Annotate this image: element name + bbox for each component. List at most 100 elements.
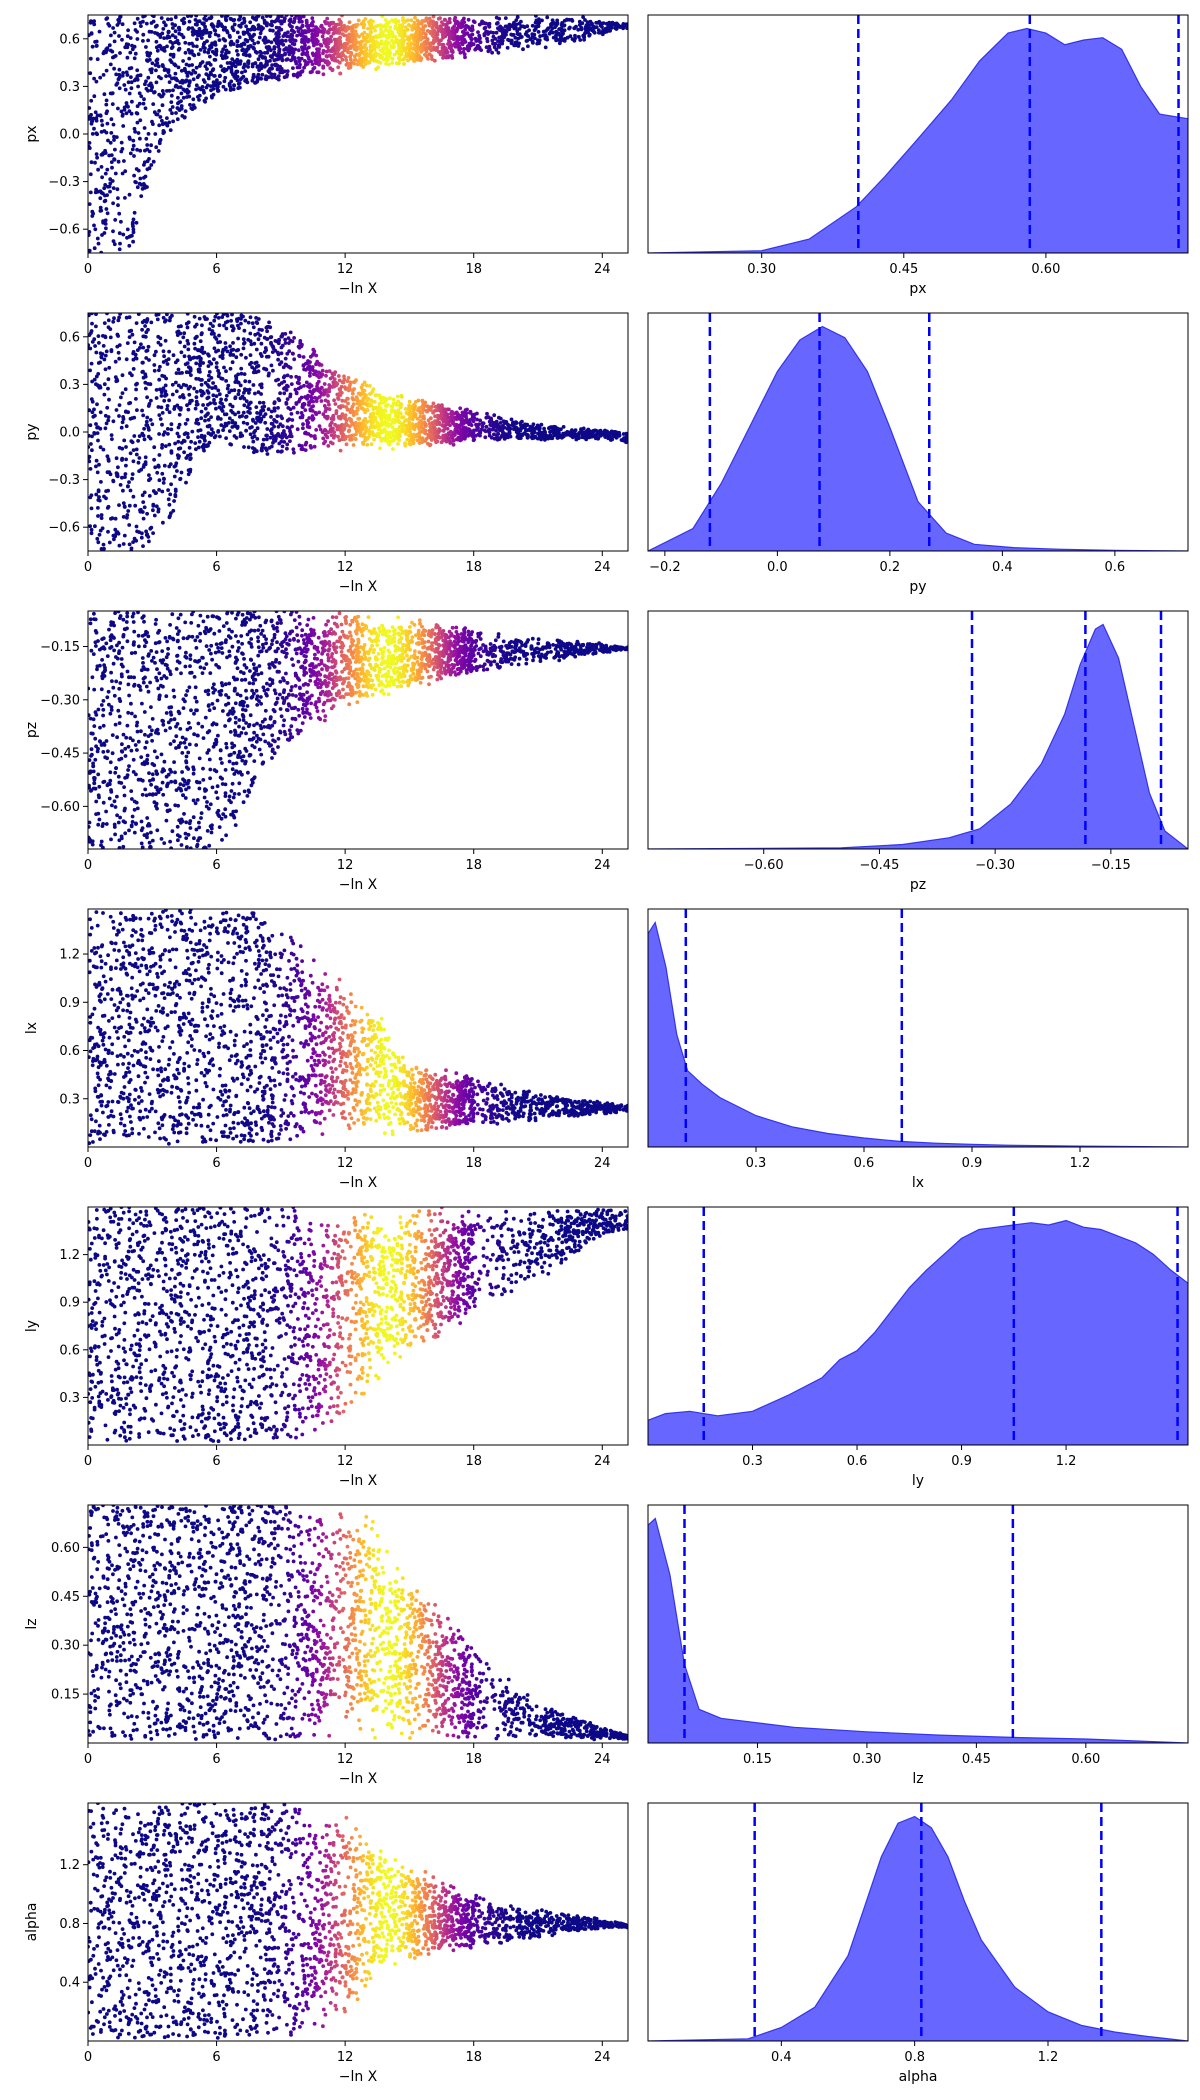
sample-point: [205, 396, 210, 401]
sample-point: [190, 49, 194, 53]
sample-point: [107, 43, 112, 48]
sample-point: [92, 94, 97, 99]
sample-point: [281, 42, 286, 47]
sample-point: [93, 40, 97, 44]
sample-point: [158, 364, 162, 369]
sample-point: [206, 364, 211, 368]
sample-point: [550, 26, 554, 31]
sample-point: [332, 372, 337, 377]
sample-point: [293, 16, 297, 21]
sample-point: [241, 32, 246, 36]
sample-point: [146, 88, 150, 93]
sample-point: [155, 61, 160, 65]
sample-point: [332, 433, 337, 438]
sample-point: [141, 32, 146, 37]
sample-point: [220, 56, 225, 61]
sample-point: [537, 426, 542, 431]
sample-point: [120, 112, 125, 117]
sample-point: [141, 101, 146, 106]
sample-point: [124, 457, 128, 462]
sample-point: [88, 459, 92, 464]
sample-point: [405, 18, 410, 23]
sample-point: [412, 406, 417, 410]
sample-point: [144, 356, 149, 360]
sample-point: [256, 337, 261, 342]
sample-point: [337, 415, 342, 419]
sample-point: [168, 492, 173, 497]
sample-point: [310, 23, 315, 28]
sample-point: [150, 67, 154, 72]
sample-point: [224, 345, 228, 350]
sample-point: [135, 104, 140, 109]
sample-point: [113, 147, 117, 152]
sample-point: [342, 33, 347, 38]
sample-point: [159, 94, 164, 99]
sample-point: [102, 199, 107, 204]
sample-point: [396, 19, 401, 24]
sample-point: [398, 426, 403, 430]
sample-point: [216, 89, 220, 93]
sample-point: [390, 57, 395, 61]
sample-point: [310, 414, 315, 418]
sample-point: [167, 120, 172, 125]
sample-point: [321, 51, 325, 56]
sample-point: [181, 393, 185, 397]
sample-point: [152, 363, 157, 367]
sample-point: [111, 239, 116, 244]
sample-point: [487, 429, 491, 433]
sample-point: [221, 84, 226, 89]
sample-point: [88, 248, 92, 253]
sample-point: [374, 405, 378, 410]
sample-point: [111, 419, 116, 424]
sample-point: [375, 410, 380, 415]
sample-point: [189, 106, 194, 111]
sample-point: [224, 393, 229, 398]
sample-point: [276, 352, 281, 357]
sample-point: [134, 452, 139, 457]
sample-point: [268, 335, 273, 340]
sample-point: [216, 33, 221, 38]
sample-point: [324, 54, 329, 58]
sample-point: [292, 42, 297, 47]
sample-point: [440, 27, 445, 32]
sample-point: [272, 50, 277, 55]
sample-point: [355, 406, 360, 411]
sample-point: [175, 358, 180, 363]
sample-point: [105, 167, 110, 172]
sample-point: [253, 429, 257, 433]
sample-point: [235, 44, 240, 48]
sample-point: [540, 18, 544, 23]
sample-point: [175, 117, 180, 122]
sample-point: [470, 25, 475, 30]
sample-point: [256, 331, 260, 336]
sample-point: [312, 43, 316, 48]
sample-point: [303, 63, 308, 67]
sample-point: [106, 529, 110, 534]
sample-point: [141, 39, 145, 43]
sample-point: [179, 68, 184, 73]
sample-point: [117, 503, 121, 507]
sample-point: [357, 53, 362, 57]
sample-point: [436, 416, 441, 421]
sample-point: [145, 159, 150, 164]
sample-point: [288, 392, 293, 397]
sample-point: [300, 444, 304, 448]
sample-point: [512, 43, 517, 48]
sample-point: [268, 58, 272, 63]
sample-point: [131, 227, 136, 232]
sample-point: [454, 29, 459, 34]
sample-point: [397, 419, 401, 424]
sample-point: [209, 376, 214, 380]
sample-point: [519, 423, 523, 428]
sample-point: [125, 341, 130, 345]
sample-point: [480, 421, 485, 426]
sample-point: [421, 400, 425, 405]
sample-point: [227, 390, 232, 395]
sample-point: [125, 103, 129, 108]
sample-point: [100, 175, 104, 180]
sample-point: [267, 75, 271, 79]
sample-point: [242, 340, 247, 345]
sample-point: [455, 429, 460, 434]
sample-point: [176, 439, 181, 444]
sample-point: [229, 318, 234, 323]
